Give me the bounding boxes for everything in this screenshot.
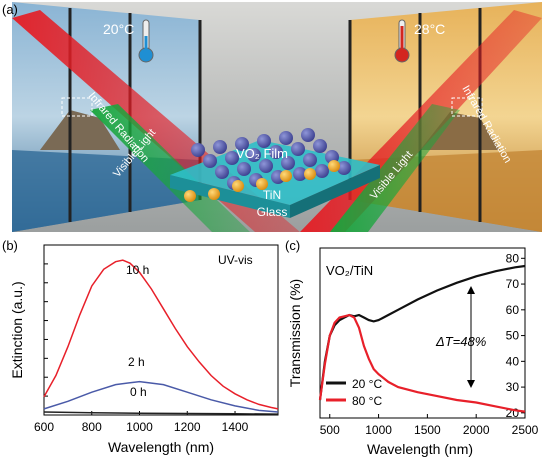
- vo2-particle: [281, 156, 295, 170]
- series-line-0: [318, 264, 526, 401]
- series-label-10h: 10 h: [126, 263, 149, 277]
- vo2-particle: [257, 134, 271, 148]
- vo2-particle: [301, 128, 315, 142]
- vo2-particle: [247, 148, 261, 162]
- legend-label-20c: 20 °C: [352, 377, 382, 391]
- x-tick-label: 1500: [414, 423, 441, 437]
- vo2-particle: [237, 162, 251, 176]
- y-tick-label: 50: [506, 329, 520, 343]
- glass-label: Glass: [257, 205, 288, 219]
- right-zoom-box: [451, 97, 483, 117]
- right-visible-beam: [330, 104, 460, 232]
- series-label-0h: 0 h: [130, 385, 147, 399]
- x-tick-label: 2500: [512, 423, 539, 437]
- panel-c-xlabel: Wavelength (nm): [367, 441, 473, 457]
- panel-c-x-ticks: 500 1000 1500 2000 2500: [320, 414, 539, 437]
- panel-c-series: [318, 264, 526, 413]
- panel-b-ylabel: Extinction (a.u.): [9, 281, 25, 378]
- legend-label-80c: 80 °C: [352, 394, 382, 408]
- panel-b-plot-frame: [43, 244, 279, 416]
- y-tick-label: 60: [506, 303, 520, 317]
- panel-b-y-ticks: [44, 263, 48, 397]
- series-line-2: [43, 411, 279, 415]
- panel-b-chart: (b) 600 800 1000 1200 1400 UV-vis 10 h 2 h 0…: [2, 238, 279, 455]
- vo2-particle: [303, 153, 317, 167]
- panel-b-xlabel: Wavelength (nm): [108, 439, 214, 455]
- y-tick-label: 40: [506, 354, 520, 368]
- x-tick-label: 800: [82, 420, 102, 434]
- vo2-particle: [215, 165, 229, 179]
- panel-c-legend: 20 °C 80 °C: [326, 377, 382, 408]
- cold-thermometer-icon: [138, 19, 154, 63]
- vo2-particle: [225, 151, 239, 165]
- glass-edge-right: [290, 165, 380, 218]
- vo2-particle: [203, 154, 217, 168]
- tin-particle: [184, 190, 196, 202]
- vo2-particle: [313, 139, 327, 153]
- delta-t-arrow: [467, 286, 475, 388]
- series-line-1: [43, 380, 279, 413]
- panel-c-plot-frame: [319, 247, 526, 419]
- tin-particle: [256, 178, 268, 190]
- tin-particle: [328, 160, 340, 172]
- x-tick-label: 1200: [174, 420, 201, 434]
- vo2-particle: [315, 164, 329, 178]
- x-tick-label: 1400: [222, 420, 249, 434]
- panel-a-illustration: VO₂ Film TiN Glass Visible Light Infrare…: [2, 2, 542, 232]
- left-zoom-box: [61, 97, 93, 117]
- panel-c-title: VO₂/TiN: [326, 263, 373, 278]
- series-label-2h: 2 h: [128, 355, 145, 369]
- vo2-particle: [235, 137, 249, 151]
- series-line-0: [43, 259, 279, 410]
- vo2-particle: [337, 161, 351, 175]
- tin-label: TiN: [263, 188, 281, 202]
- y-tick-label: 70: [506, 277, 520, 291]
- vo2-particle: [191, 143, 205, 157]
- right-temperature: 28°C: [414, 21, 445, 37]
- panel-b-series: [43, 259, 279, 415]
- x-tick-label: 1000: [126, 420, 153, 434]
- panel-c-ylabel: Transmission (%): [287, 279, 303, 387]
- panel-b-label: (b): [2, 238, 18, 253]
- panel-c-label: (c): [285, 238, 300, 253]
- vo2-particle: [269, 145, 283, 159]
- y-tick-label: 80: [506, 251, 520, 265]
- tin-particle: [304, 168, 316, 180]
- x-tick-label: 1000: [365, 423, 392, 437]
- vo2-particle: [279, 131, 293, 145]
- vo2-particle: [259, 159, 273, 173]
- vo2-particle: [291, 142, 305, 156]
- hot-thermometer-icon: [394, 19, 410, 63]
- tin-particle: [280, 170, 292, 182]
- x-tick-label: 600: [34, 420, 54, 434]
- tin-particle: [232, 180, 244, 192]
- film-label: VO₂ Film: [236, 146, 288, 161]
- left-visible-beam: [90, 104, 250, 232]
- left-temperature: 20°C: [103, 21, 134, 37]
- x-tick-label: 2000: [463, 423, 490, 437]
- panel-b-annotation: UV-vis: [218, 253, 253, 267]
- x-tick-label: 500: [320, 423, 340, 437]
- y-tick-label: 30: [506, 380, 520, 394]
- tin-particle: [208, 188, 220, 200]
- vo2-particle: [213, 140, 227, 154]
- panel-a-label: (a): [2, 2, 18, 17]
- delta-t-annotation: ΔT=48%: [435, 334, 486, 349]
- glass-edge-left: [170, 175, 290, 218]
- panel-b-x-ticks: 600 800 1000 1200 1400: [34, 411, 249, 434]
- vo2-particle: [293, 167, 307, 181]
- nanoparticles: [184, 128, 351, 202]
- series-line-1: [318, 313, 526, 413]
